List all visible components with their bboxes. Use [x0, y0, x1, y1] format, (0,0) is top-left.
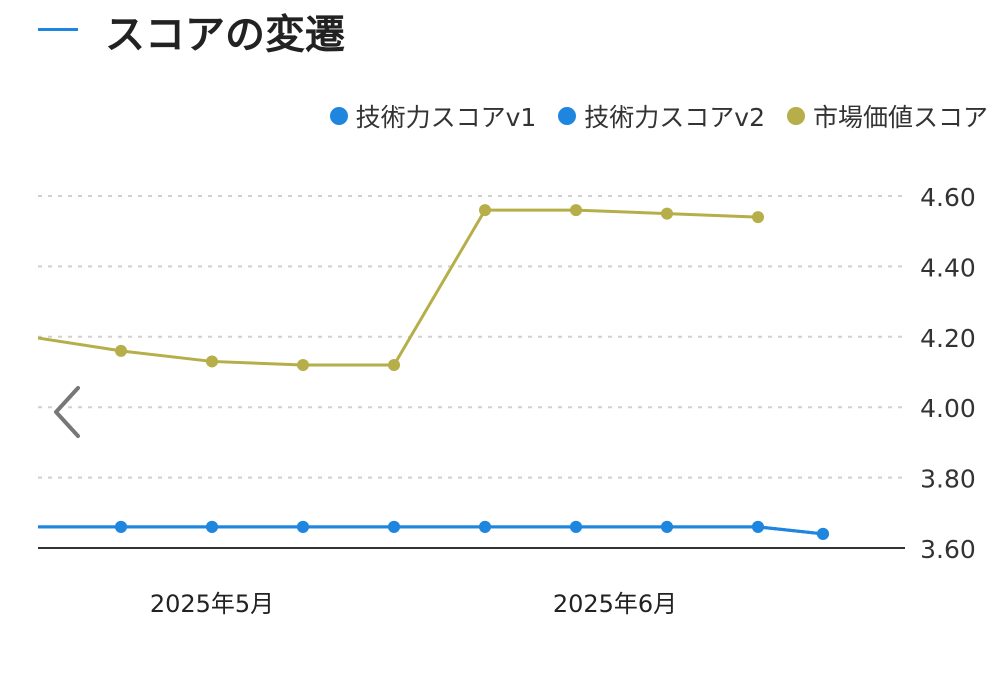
data-point: [24, 521, 36, 533]
chart-prev-button[interactable]: [48, 384, 88, 440]
data-point: [115, 344, 127, 357]
x-tick-label: 2025年5月: [150, 590, 274, 618]
data-point: [206, 355, 218, 368]
legend-item-market-value[interactable]: 市場価値スコア: [786, 98, 988, 134]
data-point: [24, 521, 36, 533]
legend-dot-icon: [558, 107, 577, 125]
data-point: [297, 358, 309, 371]
data-point: [206, 520, 218, 533]
y-tick-label: 4.20: [920, 324, 976, 353]
data-point: [479, 204, 491, 217]
chart-header: スコアの変遷: [0, 0, 1000, 70]
data-point: [752, 520, 764, 533]
legend-label: 技術力スコアv2: [584, 103, 765, 132]
x-tick-label: 2025年6月: [553, 590, 677, 618]
legend-label: 市場価値スコア: [812, 103, 988, 132]
data-point: [297, 520, 309, 533]
data-point: [661, 207, 673, 220]
legend-item-tech-v2[interactable]: 技術力スコアv2: [558, 98, 765, 134]
y-tick-label: 4.00: [920, 394, 976, 423]
data-point: [817, 527, 829, 540]
legend-label: 技術力スコアv1: [355, 103, 537, 132]
data-point: [115, 520, 127, 533]
legend-dot-icon: [786, 107, 805, 125]
series-line-1: [38, 525, 824, 536]
legend-item-tech-v1[interactable]: 技術力スコアv1: [329, 98, 537, 134]
data-point: [388, 520, 400, 533]
data-point: [570, 204, 582, 217]
chart-legend: 技術力スコアv1 技術力スコアv2 市場価値スコア: [329, 96, 988, 136]
legend-dot-icon: [329, 107, 348, 125]
series-line-2: [38, 208, 759, 367]
data-point: [661, 520, 673, 533]
y-tick-label: 4.40: [920, 253, 976, 282]
data-point: [24, 331, 36, 343]
data-point: [388, 358, 400, 371]
y-tick-label: 3.80: [920, 465, 976, 494]
y-tick-label: 4.60: [920, 183, 976, 212]
chart-title: スコアの変遷: [105, 12, 345, 58]
data-point: [479, 520, 491, 533]
data-point: [752, 211, 764, 224]
data-point: [570, 520, 582, 533]
y-tick-label: 3.60: [920, 535, 976, 564]
chevron-left-icon: [54, 386, 80, 438]
title-accent-line: [38, 28, 78, 31]
